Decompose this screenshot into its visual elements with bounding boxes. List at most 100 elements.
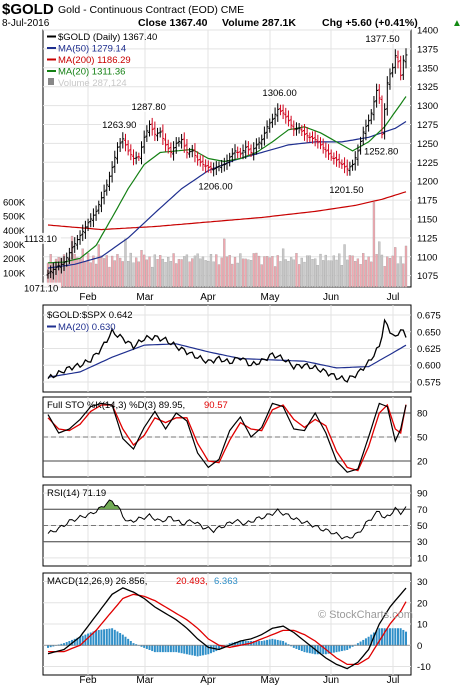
stochastic-d-line bbox=[47, 403, 407, 472]
volume-bar bbox=[137, 261, 140, 288]
volume-bar bbox=[241, 258, 245, 288]
price-tick-label: 1375 bbox=[417, 44, 438, 55]
macd-histogram-bar bbox=[65, 642, 68, 646]
volume-bar bbox=[330, 260, 333, 288]
macd-histogram-bar bbox=[167, 645, 170, 653]
macd-histogram-bar bbox=[47, 645, 49, 648]
volume-bar bbox=[386, 256, 389, 288]
price-tick-label: 1325 bbox=[417, 82, 438, 93]
macd-histogram-bar bbox=[89, 632, 92, 646]
price-tick-label: 1275 bbox=[417, 120, 438, 131]
macd-tick-label: -10 bbox=[417, 662, 431, 673]
volume-bar bbox=[370, 261, 373, 288]
stochastic-tick-label: 50 bbox=[417, 433, 428, 444]
volume-tick-label: 100K bbox=[3, 268, 26, 279]
macd-histogram-bar bbox=[338, 645, 341, 652]
price-tick-label: 1150 bbox=[417, 214, 437, 225]
price-annotation: 1071.10 bbox=[24, 284, 58, 295]
price-annotation: 1287.80 bbox=[132, 102, 166, 113]
macd-histogram-bar bbox=[103, 629, 106, 646]
volume-bar bbox=[281, 248, 285, 288]
volume-bar bbox=[73, 253, 76, 288]
macd-histogram-bar bbox=[151, 645, 154, 652]
macd-histogram-bar bbox=[388, 628, 391, 646]
rsi-tick-label: 30 bbox=[417, 537, 428, 548]
macd-histogram-bar bbox=[383, 628, 386, 646]
volume-bar bbox=[265, 256, 269, 288]
volume-bar bbox=[196, 253, 199, 288]
price-annotation: 1252.80 bbox=[364, 146, 398, 157]
volume-bar bbox=[351, 255, 354, 288]
volume-bar bbox=[143, 254, 146, 288]
macd-histogram-bar bbox=[111, 628, 114, 646]
macd-histogram-bar bbox=[127, 638, 130, 646]
volume-bar bbox=[169, 261, 173, 288]
volume-bar bbox=[191, 258, 194, 288]
volume-bar bbox=[124, 238, 127, 288]
macd-histogram-bar bbox=[396, 628, 399, 646]
volume-bar bbox=[97, 244, 100, 288]
macd-histogram-bar bbox=[129, 641, 132, 646]
volume-bar bbox=[375, 254, 378, 288]
macd-histogram-bar bbox=[180, 645, 183, 654]
legend-volume-icon bbox=[48, 78, 54, 85]
macd-histogram-bar bbox=[359, 641, 362, 646]
price-label-bg bbox=[197, 180, 236, 192]
stochastic-tick-label: 80 bbox=[417, 409, 428, 420]
macd-histogram-bar bbox=[244, 641, 247, 646]
volume-bar bbox=[145, 259, 148, 288]
macd-histogram-bar bbox=[386, 628, 389, 646]
macd-histogram-bar bbox=[209, 645, 212, 654]
macd-histogram-bar bbox=[220, 645, 223, 649]
volume-bar bbox=[86, 253, 90, 288]
volume-bar bbox=[255, 252, 258, 288]
price-label-bg bbox=[101, 118, 140, 130]
volume-bar bbox=[118, 257, 122, 288]
volume-bar bbox=[263, 256, 266, 288]
price-annotation: 1377.50 bbox=[365, 34, 399, 45]
rsi-overbought-fill bbox=[98, 500, 121, 510]
macd-histogram-bar bbox=[399, 628, 402, 646]
price-tick-label: 1225 bbox=[417, 158, 438, 169]
volume-bar bbox=[324, 254, 327, 288]
volume-bar bbox=[297, 264, 301, 288]
volume-bar bbox=[188, 261, 191, 288]
volume-bar bbox=[215, 254, 218, 288]
macd-histogram-bar bbox=[153, 645, 156, 653]
volume-bar bbox=[295, 253, 298, 288]
volume-bar bbox=[65, 264, 68, 288]
volume-bar bbox=[314, 258, 317, 288]
macd-histogram-bar bbox=[271, 638, 274, 646]
macd-histogram-bar bbox=[169, 645, 172, 653]
macd-histogram-bar bbox=[322, 645, 325, 655]
volume-bar bbox=[212, 261, 215, 288]
volume-bar bbox=[327, 260, 330, 288]
volume-bar bbox=[121, 261, 124, 288]
macd-histogram-bar bbox=[145, 645, 148, 649]
macd-histogram-bar bbox=[308, 645, 311, 654]
macd-tick-label: 0 bbox=[417, 641, 422, 652]
volume-bar bbox=[284, 259, 287, 288]
month-label: Feb bbox=[79, 292, 97, 303]
volume-bar bbox=[135, 257, 138, 288]
macd-histogram-bar bbox=[76, 637, 79, 646]
price-label-bg bbox=[362, 145, 401, 157]
volume-bar bbox=[289, 257, 293, 288]
volume-bar bbox=[116, 254, 119, 288]
volume-bar bbox=[89, 262, 92, 288]
macd-histogram-bar bbox=[348, 645, 351, 649]
month-label: Jul bbox=[387, 292, 400, 303]
macd-histogram-bar bbox=[330, 645, 333, 654]
macd-histogram-bar bbox=[405, 631, 407, 646]
ratio-tick-label: 0.575 bbox=[417, 377, 441, 388]
volume-bar bbox=[209, 254, 213, 288]
volume-bar bbox=[113, 260, 116, 288]
volume-bar bbox=[268, 257, 271, 288]
price-legend-entry: MA(20) 1311.36 bbox=[58, 67, 125, 78]
macd-histogram-bar bbox=[159, 645, 162, 653]
price-annotation: 1263.90 bbox=[102, 120, 136, 131]
macd-histogram-bar bbox=[367, 636, 370, 646]
ratio-tick-label: 0.650 bbox=[417, 327, 441, 338]
macd-histogram-bar bbox=[391, 628, 394, 646]
macd-histogram-bar bbox=[105, 628, 108, 646]
